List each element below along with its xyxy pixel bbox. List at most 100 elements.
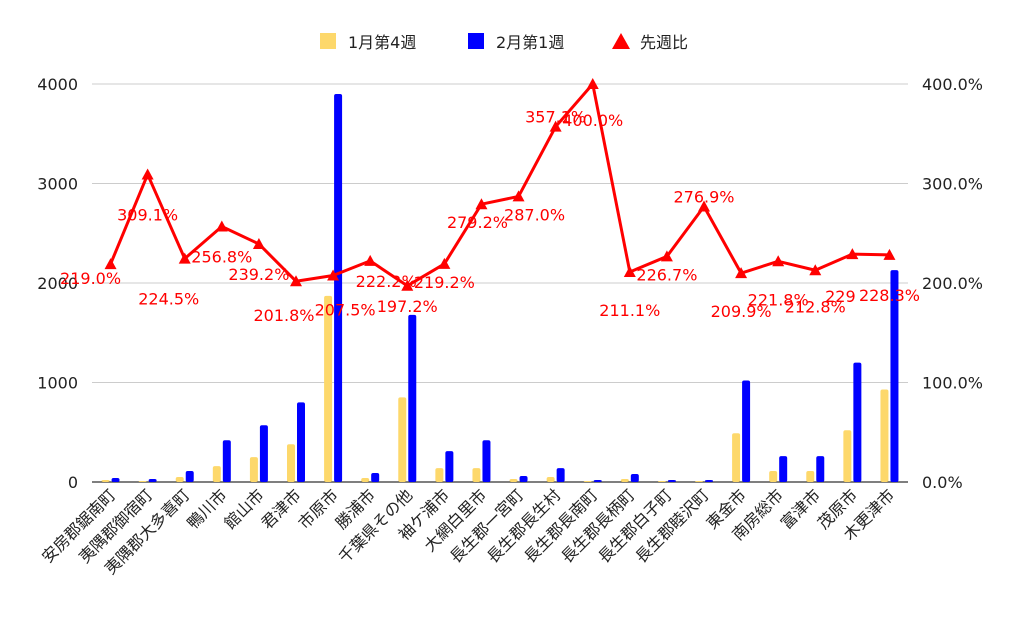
ratio-data-label: 228.3% — [859, 286, 920, 305]
legend-item-jan-week4: 1月第4週 — [320, 28, 416, 54]
legend-label: 2月第1週 — [496, 33, 565, 52]
y-right-tick-label: 300.0% — [922, 175, 983, 194]
ratio-line — [109, 82, 890, 288]
bar — [769, 471, 778, 482]
bar — [445, 451, 454, 482]
bar — [408, 314, 417, 482]
y-right-tick-label: 0.0% — [922, 473, 963, 492]
bar — [398, 397, 407, 482]
ratio-data-label: 239.2% — [228, 265, 289, 284]
bar — [732, 433, 741, 482]
ratio-point — [512, 190, 525, 202]
ratio-point — [438, 257, 451, 269]
bar — [546, 477, 555, 482]
ratio-point — [586, 78, 599, 89]
bar — [472, 468, 481, 482]
bar — [185, 471, 194, 482]
ratio-data-label: 219.2% — [414, 273, 475, 292]
ratio-point — [401, 279, 414, 291]
bar — [259, 425, 268, 482]
bar — [482, 440, 491, 482]
bar — [593, 480, 602, 482]
ratio-data-label: 276.9% — [673, 187, 734, 206]
bar — [101, 480, 110, 482]
bar — [509, 479, 518, 482]
bar — [705, 480, 713, 482]
ratio-point — [364, 254, 377, 266]
y-left-tick-label: 3000 — [37, 175, 78, 194]
ratio-data-label: 207.5% — [315, 301, 376, 320]
bar — [222, 440, 231, 482]
ratio-point — [660, 250, 673, 262]
ratio-data-label: 222.2% — [356, 272, 417, 291]
ratio-data-label: 309.1% — [117, 205, 178, 224]
ratio-point — [178, 252, 191, 264]
bar — [556, 468, 565, 482]
bar — [630, 474, 639, 482]
y-left-tick-label: 1000 — [37, 374, 78, 393]
y-right-tick-label: 100.0% — [922, 374, 983, 393]
ratio-data-label: 201.8% — [253, 306, 314, 325]
bar — [435, 468, 444, 482]
legend-item-feb-week1: 2月第1週 — [468, 28, 564, 54]
bar — [297, 402, 305, 482]
ratio-point — [327, 269, 340, 281]
bar — [212, 466, 221, 482]
ratio-point — [735, 267, 748, 279]
ratio-data-label: 211.1% — [599, 301, 660, 320]
bar — [667, 480, 676, 482]
ratio-point — [883, 248, 896, 260]
bar — [287, 444, 295, 482]
ratio-data-label: 229 — [825, 287, 856, 306]
ratio-data-label: 209.9% — [711, 302, 772, 321]
ratio-point — [772, 255, 785, 267]
bar — [138, 481, 147, 482]
ratio-point — [290, 275, 302, 287]
ratio-point — [549, 120, 562, 132]
triangle-icon — [612, 33, 630, 49]
ratio-point — [252, 237, 265, 249]
bar — [695, 481, 703, 482]
bar — [779, 456, 788, 482]
y-right-tick-label: 200.0% — [922, 274, 983, 293]
ratio-point — [846, 248, 859, 260]
ratio-point — [141, 168, 154, 180]
bar — [249, 457, 258, 482]
bar — [334, 93, 343, 482]
legend: 1月第4週 2月第1週 先週比 — [0, 28, 1024, 54]
bar — [371, 473, 380, 482]
ratio-data-label: 224.5% — [138, 290, 199, 309]
bar — [583, 481, 592, 482]
ratio-point — [104, 258, 117, 270]
y-left-tick-label: 4000 — [37, 75, 78, 94]
ratio-point — [809, 264, 822, 276]
bar — [880, 389, 889, 482]
bar — [175, 477, 184, 482]
ratio-data-label: 226.7% — [636, 265, 697, 284]
ratio-data-label: 212.8% — [785, 297, 846, 316]
ratio-data-label: 219.0% — [60, 269, 121, 288]
ratio-data-label: 221.8% — [748, 290, 809, 309]
ratio-data-label: 287.0% — [504, 205, 565, 224]
ratio-data-label: 357.1% — [525, 108, 586, 127]
bar — [519, 476, 528, 482]
bar — [890, 270, 899, 482]
bar — [843, 430, 852, 482]
ratio-data-label: 400.0% — [562, 111, 623, 130]
legend-swatch-yellow — [320, 33, 336, 49]
ratio-point — [215, 220, 228, 232]
bar — [620, 479, 629, 482]
legend-item-ratio: 先週比 — [612, 28, 688, 54]
ratio-data-label: 256.8% — [191, 247, 252, 266]
bar — [148, 479, 157, 482]
ratio-data-label: 197.2% — [377, 297, 438, 316]
bar — [853, 362, 862, 482]
bar — [816, 456, 825, 482]
bar — [742, 380, 751, 482]
bar — [324, 295, 333, 482]
x-tick-label: 館山市 — [220, 485, 267, 532]
bar — [111, 478, 120, 482]
x-tick-label: 鴨川市 — [183, 485, 230, 532]
ratio-point — [475, 198, 488, 210]
